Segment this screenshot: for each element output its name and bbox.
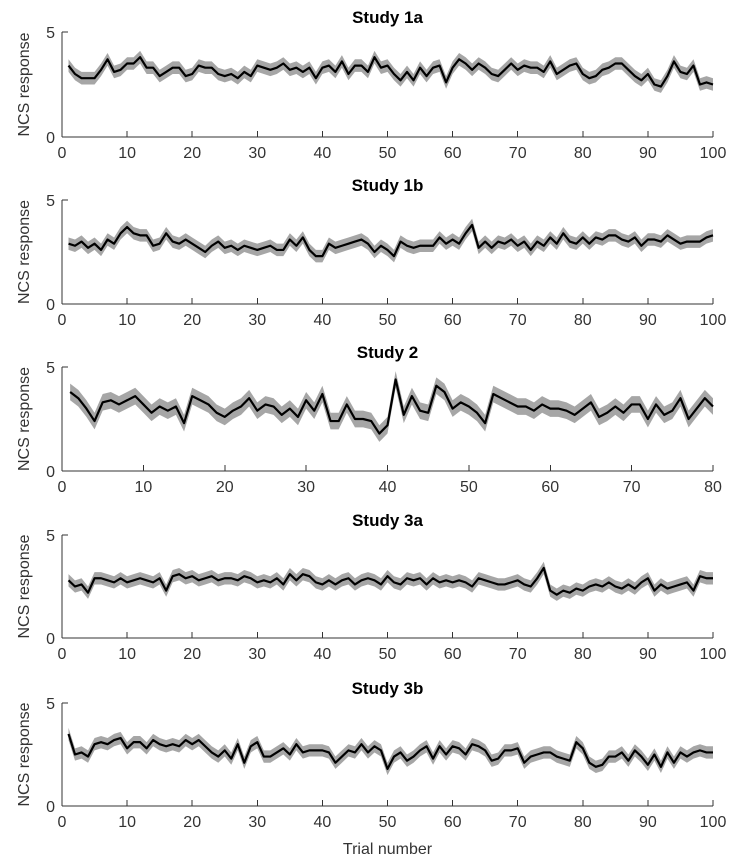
x-tick-label: 40 bbox=[314, 814, 332, 831]
error-band bbox=[68, 727, 713, 776]
y-tick-label: 0 bbox=[46, 130, 55, 147]
subplot-title: Study 3a bbox=[352, 511, 423, 530]
y-tick-label: 5 bbox=[46, 193, 55, 210]
error-band bbox=[68, 218, 713, 263]
x-tick-label: 10 bbox=[118, 646, 136, 663]
y-tick-label: 0 bbox=[46, 464, 55, 481]
x-tick-label: 60 bbox=[541, 479, 559, 496]
subplot-title: Study 1b bbox=[352, 176, 424, 195]
x-tick-label: 40 bbox=[314, 145, 332, 162]
y-axis-label: NCS response bbox=[16, 367, 33, 471]
subplot-5: Study 3b 0 10 20 30 40 50 60 70 80 90 100 0 5 NCS resp… bbox=[16, 679, 726, 858]
y-axis-label: NCS response bbox=[16, 32, 33, 136]
x-tick-label: 50 bbox=[379, 312, 397, 329]
x-tick-label: 50 bbox=[379, 646, 397, 663]
subplot-title: Study 1a bbox=[352, 8, 423, 27]
x-tick-label: 100 bbox=[700, 646, 727, 663]
mean-line bbox=[67, 56, 714, 88]
x-tick-label: 30 bbox=[248, 145, 266, 162]
x-tick-label: 0 bbox=[58, 814, 67, 831]
x-tick-label: 20 bbox=[183, 145, 201, 162]
x-tick-label: 40 bbox=[314, 646, 332, 663]
x-tick-label: 100 bbox=[700, 145, 727, 162]
x-tick-label: 0 bbox=[58, 646, 67, 663]
x-tick-label: 30 bbox=[297, 479, 315, 496]
y-axis-label: NCS response bbox=[16, 702, 33, 806]
subplot-4: Study 3a 0 10 20 30 40 50 60 70 80 90 100 0 5 NCS resp… bbox=[16, 511, 726, 663]
x-tick-label: 90 bbox=[639, 312, 657, 329]
x-tick-label: 70 bbox=[509, 646, 527, 663]
x-tick-label: 60 bbox=[444, 646, 462, 663]
y-axis-label: NCS response bbox=[16, 534, 33, 638]
x-tick-label: 30 bbox=[248, 312, 266, 329]
error-band bbox=[68, 561, 713, 601]
x-tick-label: 90 bbox=[639, 646, 657, 663]
x-tick-label: 30 bbox=[248, 814, 266, 831]
x-tick-label: 70 bbox=[509, 145, 527, 162]
error-band bbox=[68, 50, 713, 93]
y-axis-label: NCS response bbox=[16, 200, 33, 304]
x-tick-label: 0 bbox=[58, 145, 67, 162]
x-tick-label: 0 bbox=[58, 312, 67, 329]
subplot-title: Study 2 bbox=[357, 343, 418, 362]
x-tick-label: 0 bbox=[58, 479, 67, 496]
y-tick-label: 5 bbox=[46, 25, 55, 42]
x-tick-label: 60 bbox=[444, 145, 462, 162]
x-tick-label: 80 bbox=[574, 814, 592, 831]
x-tick-label: 10 bbox=[118, 814, 136, 831]
x-tick-label: 100 bbox=[700, 814, 727, 831]
x-tick-label: 50 bbox=[379, 814, 397, 831]
subplot-1: Study 1a 0 10 20 30 40 50 60 70 80 90 100 0 5 NCS resp… bbox=[16, 8, 726, 162]
x-tick-label: 90 bbox=[639, 814, 657, 831]
y-tick-label: 0 bbox=[46, 799, 55, 816]
x-tick-label: 20 bbox=[183, 646, 201, 663]
x-tick-label: 70 bbox=[509, 312, 527, 329]
y-tick-label: 5 bbox=[46, 528, 55, 545]
y-tick-label: 0 bbox=[46, 631, 55, 648]
x-tick-label: 80 bbox=[574, 312, 592, 329]
x-tick-label: 70 bbox=[623, 479, 641, 496]
x-tick-label: 10 bbox=[118, 145, 136, 162]
x-tick-label: 40 bbox=[379, 479, 397, 496]
mean-line bbox=[67, 566, 713, 596]
x-tick-label: 90 bbox=[639, 145, 657, 162]
x-tick-label: 30 bbox=[248, 646, 266, 663]
subplot-title: Study 3b bbox=[352, 679, 424, 698]
x-tick-label: 10 bbox=[118, 312, 136, 329]
x-tick-label: 80 bbox=[574, 145, 592, 162]
x-tick-label: 20 bbox=[183, 814, 201, 831]
x-tick-label: 50 bbox=[460, 479, 478, 496]
x-tick-label: 80 bbox=[704, 479, 722, 496]
mean-line bbox=[67, 733, 713, 771]
x-tick-label: 10 bbox=[134, 479, 152, 496]
mean-line bbox=[69, 378, 714, 435]
x-tick-label: 80 bbox=[574, 646, 592, 663]
x-tick-label: 20 bbox=[216, 479, 234, 496]
x-tick-label: 70 bbox=[509, 814, 527, 831]
y-tick-label: 5 bbox=[46, 360, 55, 377]
subplot-3: Study 2 0 10 20 30 40 50 60 70 80 0 5 NCS response bbox=[16, 343, 722, 496]
x-tick-label: 40 bbox=[314, 312, 332, 329]
y-tick-label: 5 bbox=[46, 696, 55, 713]
subplot-2: Study 1b 0 10 20 30 40 50 60 70 80 90 100 0 5 NCS resp… bbox=[16, 176, 726, 329]
x-axis-label: Trial number bbox=[343, 841, 433, 858]
x-tick-label: 60 bbox=[444, 312, 462, 329]
x-tick-label: 100 bbox=[700, 312, 727, 329]
x-tick-label: 20 bbox=[183, 312, 201, 329]
x-tick-label: 50 bbox=[379, 145, 397, 162]
mean-line bbox=[68, 223, 714, 258]
y-tick-label: 0 bbox=[46, 297, 55, 314]
x-tick-label: 60 bbox=[444, 814, 462, 831]
